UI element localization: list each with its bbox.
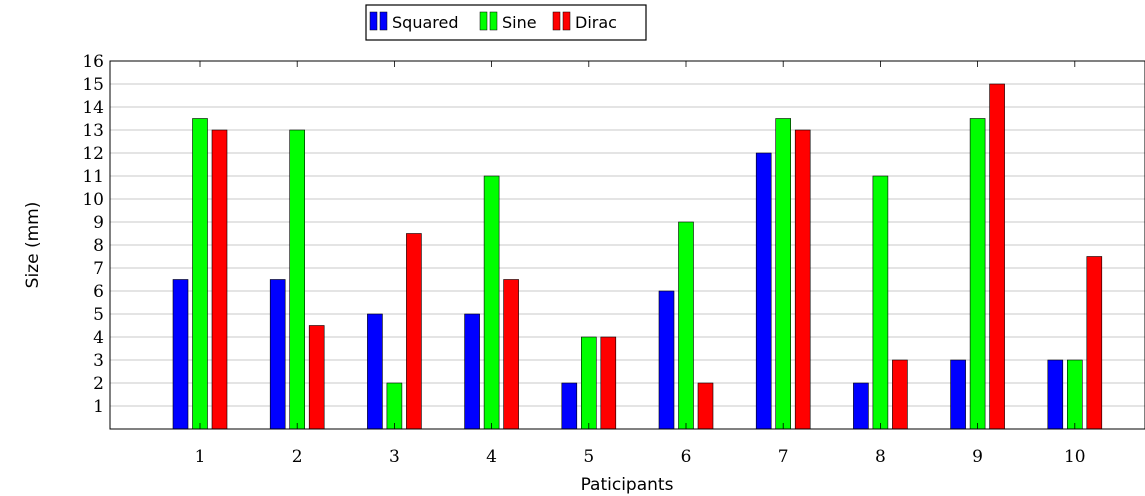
bar-squared-2 — [269, 279, 286, 430]
y-tick-label: 12 — [82, 144, 104, 164]
x-axis: 1 2 3 4 5 6 7 8 9 10 — [195, 61, 1086, 467]
bar-dirac-1 — [211, 129, 228, 430]
bar-squared-1 — [172, 279, 189, 430]
y-tick-label: 16 — [82, 52, 104, 72]
bar-dirac-7 — [794, 129, 811, 430]
x-tick-label: 7 — [778, 447, 789, 467]
bar-dirac-8 — [892, 359, 908, 430]
bar-dirac-9 — [989, 83, 1005, 430]
bar-dirac-3 — [406, 233, 422, 430]
y-tick-label: 9 — [93, 213, 104, 233]
bar-squared-7 — [755, 152, 772, 430]
legend-label-dirac: Dirac — [575, 13, 617, 32]
legend-swatch-sine-2 — [489, 11, 498, 31]
legend-label-sine: Sine — [502, 13, 537, 32]
bar-sine-9 — [969, 118, 986, 430]
bar-sine-10 — [1067, 359, 1083, 430]
x-axis-label: Paticipants — [581, 475, 674, 495]
y-tick-label: 11 — [82, 167, 104, 187]
legend-label-squared: Squared — [392, 13, 458, 32]
bar-squared-8 — [853, 382, 869, 430]
y-tick-label: 6 — [93, 282, 104, 302]
bar-squared-6 — [658, 290, 675, 430]
legend-swatch-dirac-2 — [562, 11, 571, 31]
x-tick-label: 3 — [389, 447, 400, 467]
bar-dirac-6 — [697, 382, 714, 430]
bar-dirac-4 — [503, 279, 519, 430]
x-tick-label: 10 — [1064, 447, 1086, 467]
bar-sine-2 — [289, 129, 306, 430]
x-tick-label: 4 — [486, 447, 497, 467]
bar-sine-8 — [872, 175, 889, 430]
legend-swatch-squared — [369, 11, 378, 31]
x-tick-label: 1 — [195, 447, 206, 467]
bar-sine-3 — [386, 382, 403, 430]
y-tick-label: 14 — [82, 98, 104, 118]
legend-swatch-squared-2 — [379, 11, 388, 31]
y-tick-label: 1 — [93, 397, 104, 417]
y-tick-label: 4 — [93, 328, 104, 348]
bar-sine-6 — [678, 221, 694, 430]
bar-dirac-5 — [600, 336, 617, 430]
x-tick-label: 8 — [875, 447, 886, 467]
bar-squared-3 — [367, 313, 383, 430]
y-tick-label: 15 — [82, 75, 104, 95]
bar-squared-9 — [950, 359, 966, 430]
x-tick-label: 9 — [972, 447, 983, 467]
legend-box — [365, 4, 647, 41]
x-tick-label: 2 — [292, 447, 303, 467]
bar-dirac-10 — [1086, 256, 1103, 430]
y-tick-label: 10 — [82, 190, 104, 210]
y-axis-label: Size (mm) — [23, 202, 43, 289]
legend-swatch-dirac — [552, 11, 561, 31]
legend: Squared Sine Dirac — [365, 4, 647, 41]
bar-sine-1 — [192, 118, 208, 430]
bar-sine-7 — [775, 118, 792, 430]
y-tick-label: 7 — [93, 259, 104, 279]
bar-sine-5 — [580, 336, 597, 430]
y-tick-label: 3 — [93, 351, 104, 371]
y-tick-label: 5 — [93, 305, 104, 325]
plot-frame — [109, 60, 1145, 430]
bar-squared-5 — [561, 382, 578, 430]
x-tick-label: 5 — [583, 447, 594, 467]
bars — [172, 83, 1103, 430]
legend-swatch-sine — [479, 11, 488, 31]
x-tick-label: 6 — [681, 447, 692, 467]
bar-dirac-2 — [308, 325, 325, 430]
y-tick-label: 8 — [93, 236, 104, 256]
y-tick-label: 13 — [82, 121, 104, 141]
bar-sine-4 — [483, 175, 500, 430]
bar-squared-10 — [1047, 359, 1064, 430]
y-tick-label: 2 — [93, 374, 104, 394]
bar-squared-4 — [464, 313, 480, 430]
